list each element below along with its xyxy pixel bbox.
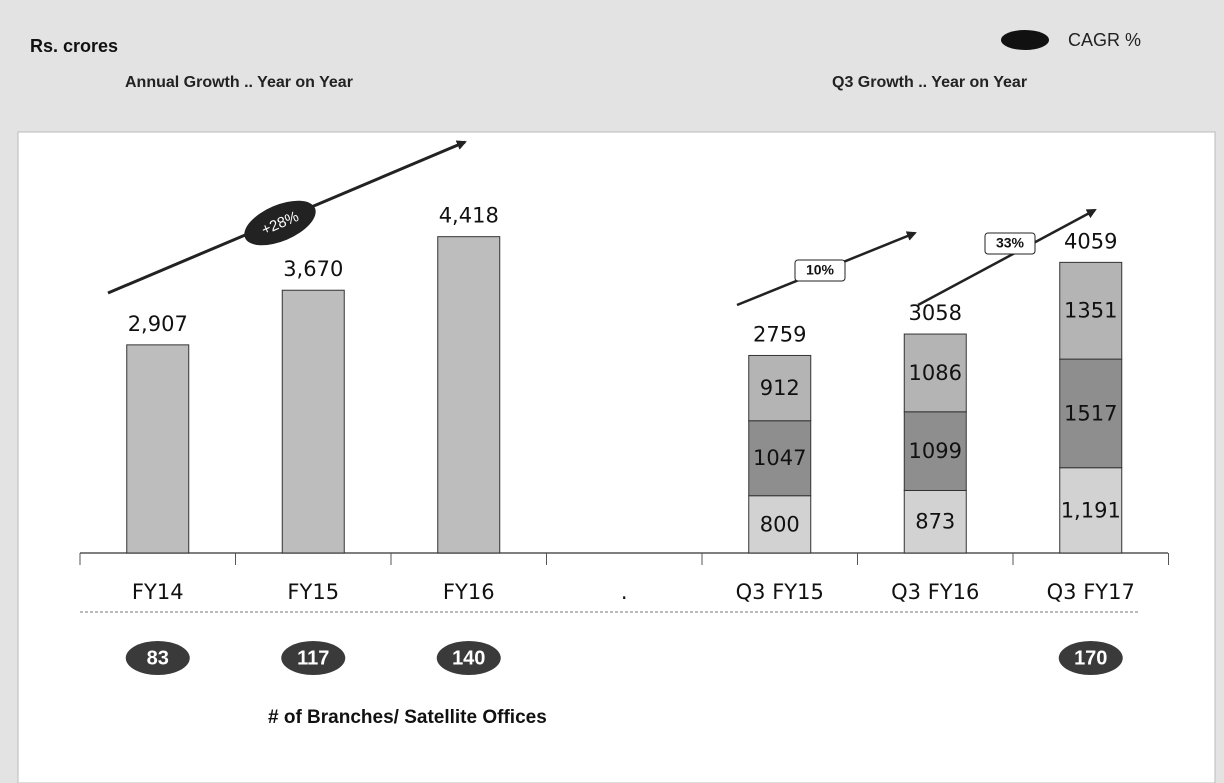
value-label: 1099 [909,439,962,463]
branch-badge [436,641,501,675]
bar [748,354,812,422]
bar [126,344,190,554]
unit-label: Rs. crores [30,36,118,56]
x-tick-label: Q3 FY15 [736,580,824,604]
subtitle: Annual Growth .. Year on Year [125,74,353,91]
bar [1059,261,1123,360]
growth-arrow [917,208,1097,307]
value-label: 2,907 [128,312,188,336]
growth-badge [984,232,1036,255]
branch-count: 83 [147,647,169,669]
branch-count: 140 [452,647,485,669]
bar [1059,358,1123,469]
total-label: 2759 [753,322,806,346]
value-label: 1351 [1064,299,1117,323]
bar [281,289,345,554]
value-label: 912 [760,376,800,400]
bar [903,333,967,413]
value-label: 1517 [1064,401,1117,425]
x-tick-label: FY14 [132,580,184,604]
bar [903,489,967,554]
value-label: 4,418 [439,204,499,228]
value-label: 1047 [753,446,806,470]
bar [903,411,967,491]
branch-count: 117 [297,647,329,669]
branch-badge [1058,641,1123,675]
x-tick-label: FY15 [287,580,339,604]
value-label: 1086 [909,361,962,385]
x-tick-label: . [621,580,628,604]
growth-badge [794,259,846,282]
value-label: 873 [915,510,955,534]
total-label: 3058 [909,301,962,325]
bar [748,495,812,554]
legend-swatch [1001,30,1049,50]
value-label: 800 [760,512,800,536]
growth-label: 10% [806,262,835,278]
subtitle: Q3 Growth .. Year on Year [832,74,1027,91]
panel [17,131,1216,783]
growth-badge [244,200,316,246]
x-tick-label: Q3 FY17 [1047,580,1135,604]
bar [437,236,501,554]
total-label: 4059 [1064,229,1117,253]
branch-badge [281,641,346,675]
x-tick-label: Q3 FY16 [891,580,979,604]
branch-badge [125,641,190,675]
x-tick-label: FY16 [443,580,495,604]
value-label: 1,191 [1061,498,1121,522]
legend-label: CAGR % [1068,30,1141,50]
value-label: 3,670 [283,257,343,281]
branches-label: # of Branches/ Satellite Offices [268,707,547,728]
growth-label: 33% [996,235,1025,251]
bar [1059,467,1123,554]
branch-count: 170 [1074,647,1107,669]
